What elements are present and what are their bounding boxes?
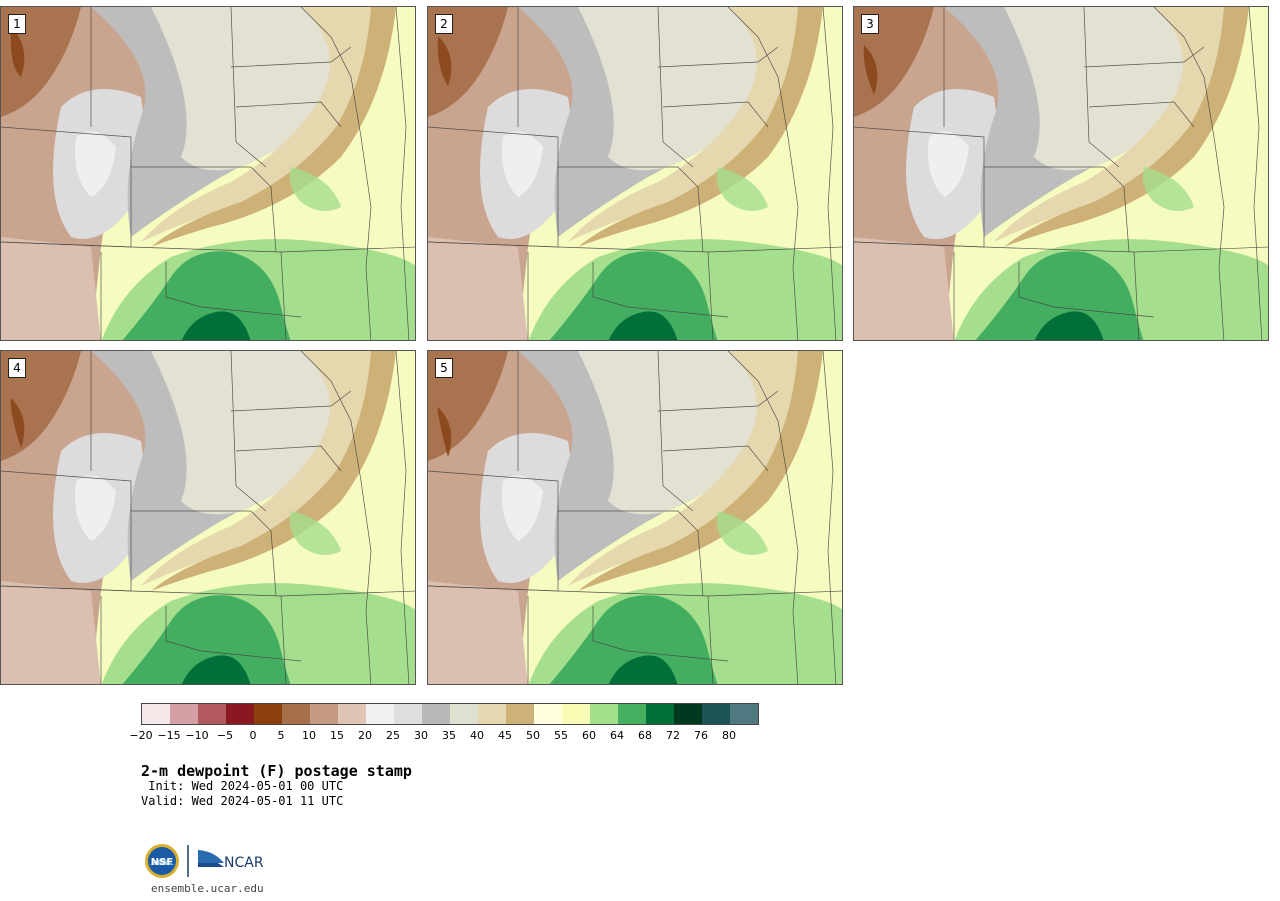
colorbar-tick-label: −5 [216,729,234,742]
colorbar-swatch [590,704,618,724]
colorbar-swatch [366,704,394,724]
stamp-panel-2: 2 [427,6,843,341]
panel-number: 1 [8,14,26,34]
colorbar-tick-label: 72 [666,729,680,742]
panel-number: 4 [8,358,26,378]
colorbar-swatch [730,704,758,724]
colorbar-swatch [618,704,646,724]
nsf-ncar-logo: NSF NCAR [145,844,264,878]
colorbar-swatch [674,704,702,724]
footer-url: ensemble.ucar.edu [151,882,264,895]
stamp-panel-1: 1 [0,6,416,341]
stamp-panel-4: 4 [0,350,416,685]
colorbar-tick-label: 60 [582,729,596,742]
colorbar-swatch [450,704,478,724]
colorbar-swatch [506,704,534,724]
colorbar-swatch [534,704,562,724]
colorbar-swatch [702,704,730,724]
colorbar-tick-label: 35 [442,729,456,742]
colorbar-tick-label: −15 [157,729,181,742]
colorbar-swatch [478,704,506,724]
colorbar-tick-label: 50 [526,729,540,742]
ncar-logo-text: NCAR [224,855,264,871]
colorbar-swatch [142,704,170,724]
colorbar-swatch [394,704,422,724]
colorbar-tick-label: 76 [694,729,708,742]
colorbar-swatch [646,704,674,724]
colorbar [141,703,759,725]
valid-time: Valid: Wed 2024-05-01 11 UTC [141,794,344,808]
colorbar-tick-label: 40 [470,729,484,742]
colorbar-swatch [226,704,254,724]
panel-number: 5 [435,358,453,378]
colorbar-swatch [562,704,590,724]
colorbar-tick-label: 68 [638,729,652,742]
colorbar-tick-label: −10 [185,729,209,742]
colorbar-tick-label: 0 [249,729,257,742]
colorbar-tick-label: 30 [414,729,428,742]
colorbar-swatch [338,704,366,724]
chart-title: 2-m dewpoint (F) postage stamp [141,762,412,780]
colorbar-tick-label: 10 [302,729,316,742]
colorbar-tick-label: 45 [498,729,512,742]
colorbar-swatch [282,704,310,724]
colorbar-tick-label: 5 [277,729,285,742]
colorbar-swatch [310,704,338,724]
colorbar-tick-label: 15 [330,729,344,742]
colorbar-tick-label: 80 [722,729,736,742]
init-time: Init: Wed 2024-05-01 00 UTC [141,779,344,793]
stamp-panel-3: 3 [853,6,1269,341]
colorbar-tick-label: 55 [554,729,568,742]
panel-number: 3 [861,14,879,34]
colorbar-tick-label: 20 [358,729,372,742]
colorbar-tick-label: −20 [129,729,153,742]
colorbar-ticks: −20 −15 −10 −5 0 5 10 15 20 25 30 35 40 45 50 55 60 64 68 7… [129,729,769,743]
colorbar-swatch [254,704,282,724]
colorbar-swatch [422,704,450,724]
panel-number: 2 [435,14,453,34]
nsf-logo-text: NSF [151,857,173,868]
colorbar-tick-label: 64 [610,729,624,742]
colorbar-tick-label: 25 [386,729,400,742]
colorbar-swatch [198,704,226,724]
colorbar-swatch [170,704,198,724]
stamp-panel-5: 5 [427,350,843,685]
